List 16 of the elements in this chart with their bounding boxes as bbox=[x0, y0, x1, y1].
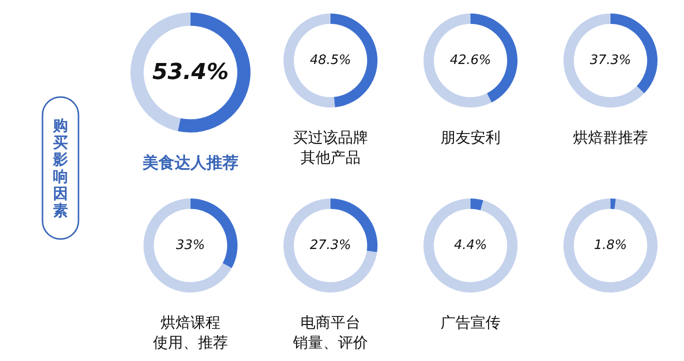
text: 53.4% bbox=[152, 60, 229, 85]
text: 买过该品牌其他产品 bbox=[293, 128, 368, 166]
text: 朋友安利 bbox=[440, 128, 500, 146]
text: 37.3% bbox=[590, 53, 632, 68]
text: 烘焙课程使用、推荐 bbox=[153, 314, 228, 352]
text: 烘焙群推荐 bbox=[573, 128, 648, 146]
text: 48.5% bbox=[310, 53, 352, 68]
text: 电商平台销量、评价 bbox=[292, 314, 368, 352]
text: 1.8% bbox=[594, 238, 628, 253]
text: 美食达人推荐 bbox=[142, 153, 238, 172]
text: 购买影响因素 bbox=[52, 116, 68, 220]
text: 42.6% bbox=[450, 53, 492, 68]
text: 广告宣传 bbox=[440, 314, 500, 332]
text: 33% bbox=[176, 238, 205, 253]
text: 4.4% bbox=[454, 238, 488, 253]
text: 27.3% bbox=[310, 238, 352, 253]
